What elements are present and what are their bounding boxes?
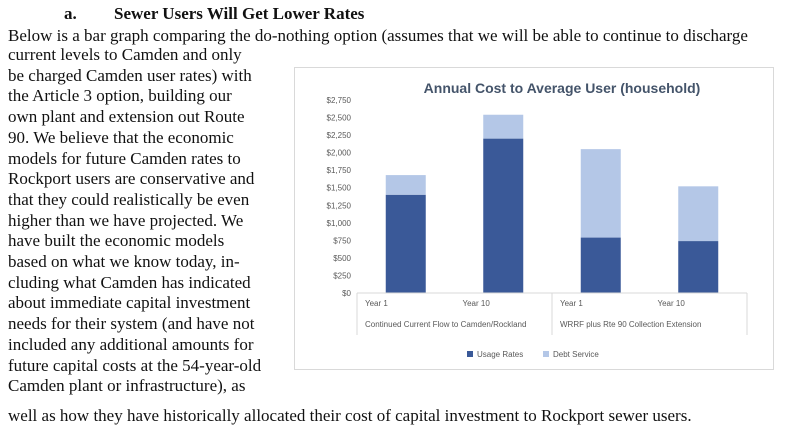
paragraph-line: about immediate capital investment [8,293,251,313]
chart-canvas: Annual Cost to Average User (household) $… [327,80,748,359]
body-line-1: Below is a bar graph comparing the do-no… [8,26,748,45]
y-tick-label: $2,250 [327,131,352,140]
y-tick-label: $750 [333,236,351,245]
bar-usage-rates [385,194,426,293]
paragraph-line: based on what we know today, in- [8,252,240,272]
x-tick-label: Year 1 [560,299,583,308]
y-tick-label: $250 [333,271,351,280]
paragraph-line: have built the economic models [8,231,225,251]
paragraph-line: included any additional amounts for [8,334,254,354]
legend-swatch [467,351,473,357]
bar-debt-service [483,114,524,139]
paragraph-line: Rockport users are conservative and [8,169,255,189]
paragraph-line: cluding what Camden has indicated [8,272,251,292]
bar-usage-rates [580,237,621,293]
chart-title: Annual Cost to Average User (household) [424,80,701,96]
legend-entry: Usage Rates [477,350,523,359]
bar-usage-rates [678,241,719,293]
paragraph-line: models for future Camden rates to [8,148,241,168]
bar-debt-service [580,149,621,238]
wrapped-paragraph: current levels to Camden and only be cha… [8,45,288,397]
y-tick-label: $1,250 [327,201,352,210]
x-group-label: Continued Current Flow to Camden/Rocklan… [365,320,526,329]
x-tick-label: Year 10 [463,299,491,308]
section-number: a. [64,4,77,23]
paragraph-line: current levels to Camden and only [8,45,242,64]
y-tick-label: $1,000 [327,219,352,228]
y-tick-label: $500 [333,254,351,263]
x-tick-label: Year 1 [365,299,388,308]
y-tick-label: $2,750 [327,96,352,105]
paragraph-line: future capital costs at the 54-year-old [8,355,262,375]
section-title: Sewer Users Will Get Lower Rates [114,4,365,23]
y-tick-label: $1,750 [327,166,352,175]
paragraph-line: that they could realistically be even [8,189,250,209]
paragraph-line: Camden plant or infrastructure), as [8,376,246,396]
x-group-label: WRRF plus Rte 90 Collection Extension [560,320,701,329]
bar-debt-service [678,186,719,242]
bar-usage-rates [483,138,524,293]
y-tick-label: $2,500 [327,114,352,123]
section-heading: a. Sewer Users Will Get Lower Rates [64,4,364,24]
legend-swatch [543,351,549,357]
y-tick-label: $0 [342,289,351,298]
paragraph-line: needs for their system (and have not [8,314,255,334]
paragraph-line: be charged Camden user rates) with [8,65,252,85]
legend-entry: Debt Service [553,350,599,359]
paragraph-line: own plant and extension out Route [8,107,245,127]
paragraph-line: 90. We believe that the economic [8,127,234,147]
y-tick-label: $2,000 [327,149,352,158]
paragraph-line: the Article 3 option, building our [8,86,232,106]
body-last-line: well as how they have historically alloc… [8,406,692,425]
bar-chart: Annual Cost to Average User (household) $… [294,67,774,370]
y-tick-label: $1,500 [327,184,352,193]
paragraph-line: higher than we have projected. We [8,210,244,230]
x-tick-label: Year 10 [658,299,686,308]
bar-debt-service [385,175,426,195]
